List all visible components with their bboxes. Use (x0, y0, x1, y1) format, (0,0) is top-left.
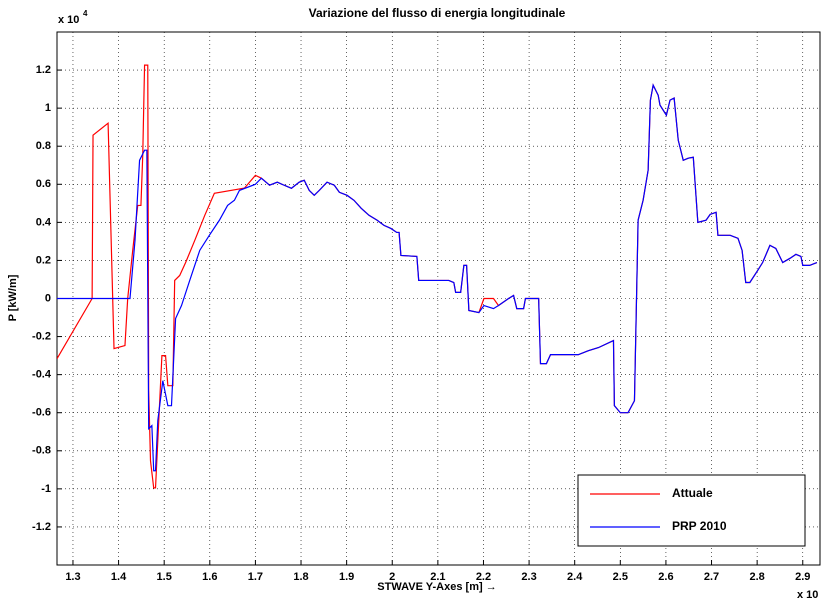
x-tick-label: 2.4 (567, 571, 583, 583)
y-multiplier: x 10 (58, 14, 79, 26)
x-tick-label: 1.6 (202, 571, 217, 583)
legend-box (577, 474, 806, 547)
y-tick-label: -1.2 (32, 521, 51, 533)
y-tick-label: -0.6 (32, 407, 51, 419)
y-multiplier-exponent: 4 (83, 9, 88, 18)
legend-label: Attuale (672, 486, 713, 500)
plot-lines (57, 64, 818, 489)
legend-label: PRP 2010 (672, 519, 727, 533)
x-tick-label: 1.9 (339, 571, 354, 583)
y-tick-label: 0.6 (36, 178, 51, 190)
x-tick-label: 2.3 (521, 571, 536, 583)
x-tick-label: 1.3 (65, 571, 80, 583)
x-tick-label: 1.7 (248, 571, 263, 583)
x-tick-label: 2 (389, 571, 395, 583)
x-multiplier: x 10 (797, 589, 818, 600)
y-tick-label: -0.2 (32, 330, 51, 342)
y-tick-label: -1 (41, 483, 51, 495)
x-tick-label: 2.6 (658, 571, 673, 583)
y-tick-label: 0.2 (36, 254, 51, 266)
x-tick-label: 1.5 (157, 571, 172, 583)
x-tick-label: 1.8 (293, 571, 308, 583)
y-tick-label: 0 (45, 292, 51, 304)
y-tick-label: 0.8 (36, 140, 51, 152)
y-tick-label: -0.4 (32, 369, 52, 381)
x-tick-label: 2.9 (795, 571, 810, 583)
y-tick-label: 0.4 (36, 216, 52, 228)
chart-title: Variazione del flusso di energia longitu… (309, 6, 566, 20)
y-tick-label: 1 (45, 102, 51, 114)
y-tick-label: 1.2 (36, 64, 51, 76)
x-axis-label: STWAVE Y-Axes [m] → (377, 581, 496, 593)
x-tick-label: 2.8 (749, 571, 764, 583)
x-tick-label: 2.7 (704, 571, 719, 583)
x-tick-label: 2.1 (430, 571, 445, 583)
x-tick-label: 2.5 (613, 571, 628, 583)
y-axis-label: P [kW/m] (7, 274, 19, 321)
x-tick-label: 1.4 (111, 571, 127, 583)
y-tick-label: -0.8 (32, 445, 51, 457)
x-tick-label: 2.2 (476, 571, 491, 583)
series-line (57, 83, 818, 472)
